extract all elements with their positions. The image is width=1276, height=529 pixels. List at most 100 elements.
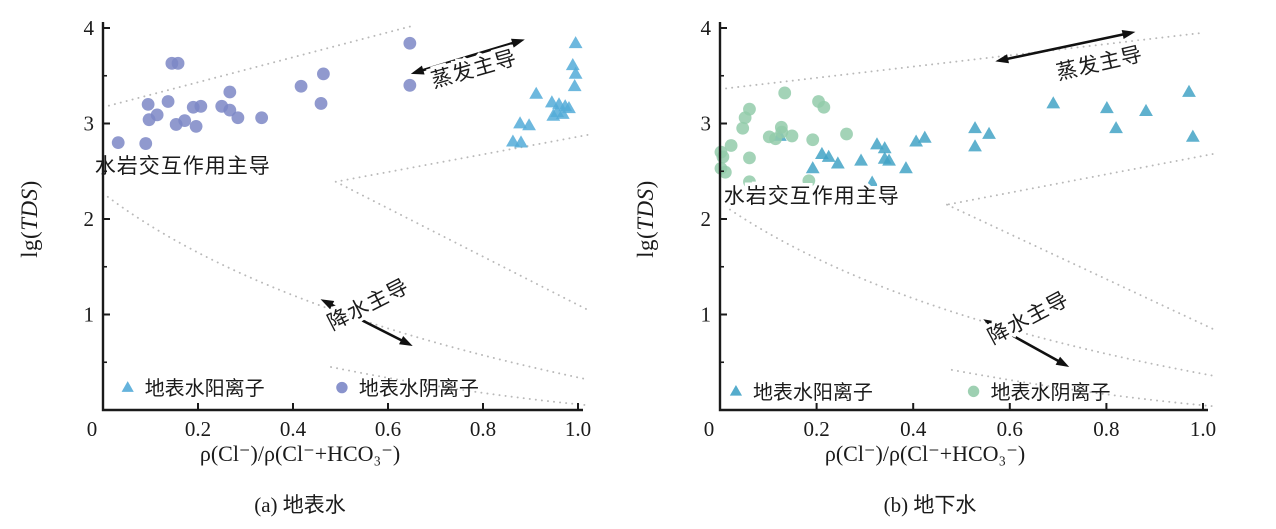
- y-tick-label: 2: [701, 207, 712, 231]
- arrowhead: [511, 38, 525, 48]
- data-point-circle: [141, 98, 155, 111]
- x-tick-label: 0: [704, 417, 715, 441]
- y-tick-label: 1: [701, 303, 712, 327]
- data-point-circle: [178, 114, 192, 128]
- series-cations-b: [772, 84, 1200, 188]
- arrowhead: [410, 65, 425, 75]
- x-tick-label: 0.6: [997, 417, 1023, 441]
- data-point-triangle: [522, 118, 536, 131]
- data-point-circle: [743, 175, 756, 189]
- data-point-circle: [161, 95, 175, 108]
- data-point-triangle: [870, 137, 884, 150]
- data-point-circle: [317, 67, 330, 81]
- caption-panel-b: (b) 地下水: [883, 493, 977, 517]
- x-tick-label: 0.2: [803, 417, 829, 441]
- arrows-a: [320, 38, 525, 347]
- data-point-triangle: [1046, 96, 1061, 109]
- boundary-dotted-line: [102, 25, 413, 109]
- data-point-circle: [738, 111, 752, 125]
- data-point-triangle: [899, 161, 913, 174]
- x-tick-label: 0.6: [375, 417, 401, 441]
- data-point-triangle: [568, 66, 583, 79]
- x-tick-label: 1.0: [565, 417, 591, 441]
- data-point-triangle: [529, 86, 544, 99]
- arrowhead: [995, 54, 1009, 64]
- data-point-circle: [724, 139, 738, 152]
- data-point-triangle: [805, 161, 820, 174]
- arrows-b: [983, 30, 1136, 368]
- x-tick-label: 0.4: [280, 417, 307, 441]
- data-point-circle: [111, 136, 125, 150]
- data-point-circle: [171, 56, 185, 70]
- x-tick-label: 1.0: [1190, 417, 1216, 441]
- data-point-circle: [403, 36, 417, 50]
- data-point-triangle: [546, 108, 561, 121]
- caption-panel-a: (a) 地表水: [254, 493, 346, 517]
- data-point-circle: [778, 86, 792, 100]
- arrowhead: [320, 299, 335, 310]
- data-point-circle: [743, 151, 756, 165]
- data-point-circle: [194, 99, 208, 113]
- data-point-triangle: [1185, 129, 1200, 142]
- boundary-lines-b: [719, 31, 1214, 408]
- data-point-triangle: [830, 156, 845, 169]
- legend-marker-triangle: [121, 381, 134, 392]
- data-point-circle: [736, 121, 750, 135]
- data-point-triangle: [877, 141, 892, 154]
- y-tick-label: 4: [84, 16, 95, 40]
- data-point-triangle: [1139, 103, 1153, 116]
- boundary-lines-a: [102, 25, 589, 407]
- data-point-circle: [231, 111, 245, 125]
- boundary-dotted-line: [946, 153, 1214, 206]
- data-point-circle: [769, 132, 782, 146]
- data-point-circle: [189, 119, 203, 133]
- legend-b: 地表水阳离子 地表水阴离子: [729, 381, 1111, 404]
- data-point-triangle: [982, 126, 996, 139]
- arrowhead: [983, 319, 997, 330]
- y-axis-label-panel-b: lg(TDS): [633, 180, 658, 258]
- legend-marker-circle: [336, 381, 348, 394]
- data-point-circle: [314, 97, 328, 110]
- data-point-triangle: [968, 139, 982, 152]
- legend-a: 地表水阳离子 地表水阴离子: [121, 377, 479, 400]
- data-point-triangle: [821, 149, 836, 162]
- x-axis-label-panel-a: ρ(Cl⁻)/ρ(Cl⁻+HCO₃⁻): [199, 441, 401, 466]
- data-point-triangle: [865, 175, 880, 188]
- data-point-triangle: [1099, 101, 1114, 114]
- data-point-triangle: [909, 134, 923, 147]
- y-tick-label: 3: [84, 112, 95, 136]
- series-cations-a: [506, 36, 583, 148]
- legend-marker-circle: [967, 385, 980, 398]
- data-point-circle: [255, 111, 269, 125]
- data-point-triangle: [1109, 121, 1123, 134]
- x-tick-label: 0.8: [1093, 417, 1119, 441]
- data-point-circle: [718, 165, 732, 179]
- data-point-triangle: [565, 58, 580, 71]
- legend-label: 地表水阴离子: [359, 377, 479, 400]
- data-point-triangle: [567, 79, 582, 92]
- data-point-triangle: [562, 101, 576, 114]
- region-annotation: 蒸发主导: [428, 45, 519, 92]
- boundary-dotted-line: [719, 201, 1214, 377]
- boundary-dotted-line: [719, 31, 1204, 91]
- arrowhead: [1055, 356, 1070, 368]
- x-tick-label: 0: [87, 417, 98, 441]
- data-point-circle: [785, 129, 799, 143]
- data-point-triangle: [514, 135, 528, 148]
- legend-marker-triangle: [729, 384, 743, 396]
- data-point-triangle: [1182, 84, 1196, 97]
- axes-spines-a: [101, 22, 583, 412]
- data-point-circle: [223, 85, 237, 99]
- legend-label: 地表水阳离子: [145, 377, 265, 400]
- data-point-circle: [139, 137, 153, 150]
- boundary-dotted-line: [334, 180, 589, 311]
- y-tick-label: 1: [84, 303, 95, 327]
- y-tick-label: 4: [701, 16, 712, 40]
- series-anions-a: [111, 36, 417, 150]
- x-axis-label-panel-b: ρ(Cl⁻)/ρ(Cl⁻+HCO₃⁻): [824, 441, 1026, 466]
- data-point-triangle: [854, 153, 868, 166]
- legend-label: 地表水阴离子: [991, 381, 1111, 404]
